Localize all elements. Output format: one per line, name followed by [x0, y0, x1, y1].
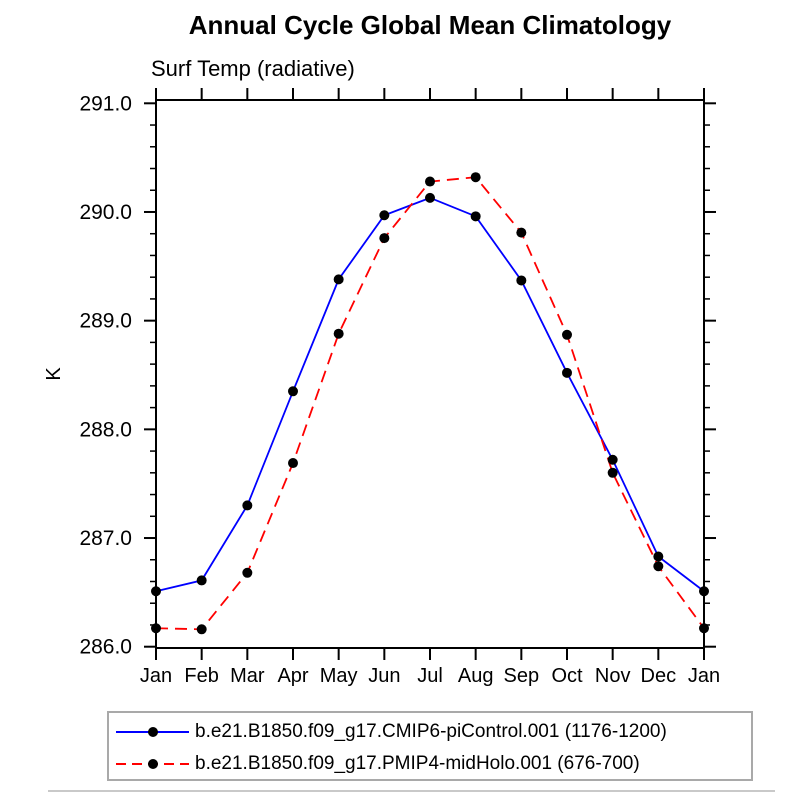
x-tick-label: Jun — [368, 665, 400, 687]
data-point-marker — [607, 454, 618, 465]
data-point-marker — [562, 329, 572, 340]
legend: b.e21.B1850.f09_g17.CMIP6-piControl.001 … — [107, 711, 753, 781]
legend-marker-icon — [148, 759, 158, 769]
data-point-marker — [653, 561, 664, 572]
plot-box — [155, 99, 705, 649]
data-point-marker — [333, 274, 344, 285]
y-tick-label: 287.0 — [79, 527, 132, 550]
page-title: Annual Cycle Global Mean Climatology — [188, 10, 672, 40]
x-tick-label: Nov — [595, 665, 631, 687]
data-point-marker — [151, 623, 161, 634]
data-point-marker — [379, 233, 390, 244]
x-tick-label: May — [320, 665, 358, 687]
data-point-marker — [288, 386, 298, 397]
y-axis-title: K — [43, 367, 65, 381]
legend-swatch-dashed-line — [116, 759, 189, 769]
y-tick-label: 290.0 — [79, 201, 132, 224]
x-tick-label: Feb — [184, 665, 218, 687]
data-point-marker — [425, 192, 435, 203]
data-point-marker — [607, 467, 618, 478]
data-point-marker — [333, 328, 344, 339]
data-point-marker — [196, 575, 207, 586]
data-point-marker — [699, 586, 709, 597]
data-point-marker — [425, 176, 435, 187]
x-tick-label: Oct — [551, 665, 583, 687]
y-tick-label: 286.0 — [79, 636, 132, 659]
x-tick-label: Jan — [688, 665, 720, 687]
data-point-marker — [151, 586, 161, 597]
y-tick-label: 288.0 — [79, 418, 132, 441]
data-point-marker — [288, 458, 298, 469]
legend-item-picontrol: b.e21.B1850.f09_g17.CMIP6-piControl.001 … — [112, 720, 667, 744]
x-tick-label: Sep — [504, 665, 540, 687]
legend-label: b.e21.B1850.f09_g17.CMIP6-piControl.001 … — [195, 721, 667, 742]
legend-label: b.e21.B1850.f09_g17.PMIP4-midHolo.001 (6… — [195, 753, 640, 774]
data-point-marker — [242, 567, 253, 578]
y-tick-label: 289.0 — [79, 310, 132, 333]
data-point-marker — [242, 500, 253, 511]
data-point-marker — [470, 211, 481, 222]
data-point-marker — [516, 275, 527, 286]
x-tick-label: Dec — [641, 665, 677, 687]
data-point-marker — [653, 551, 664, 562]
data-point-marker — [196, 624, 207, 635]
series-line-0 — [155, 196, 705, 593]
x-tick-label: Mar — [230, 665, 265, 687]
data-point-marker — [470, 172, 481, 183]
x-tick-label: Jul — [417, 665, 443, 687]
data-point-marker — [562, 367, 572, 378]
x-tick-label: Jan — [140, 665, 172, 687]
data-point-marker — [379, 210, 390, 221]
x-tick-label: Aug — [458, 665, 494, 687]
data-point-marker — [516, 227, 527, 238]
series-line-1 — [155, 176, 705, 631]
bottom-rule — [48, 790, 775, 792]
y-tick-label: 291.0 — [79, 92, 132, 115]
legend-marker-icon — [148, 727, 158, 737]
x-tick-label: Apr — [277, 665, 308, 687]
plot-subtitle: Surf Temp (radiative) — [151, 56, 355, 81]
data-point-marker — [699, 623, 709, 634]
legend-item-midholo: b.e21.B1850.f09_g17.PMIP4-midHolo.001 (6… — [112, 752, 640, 776]
legend-swatch-solid-line — [116, 727, 189, 737]
